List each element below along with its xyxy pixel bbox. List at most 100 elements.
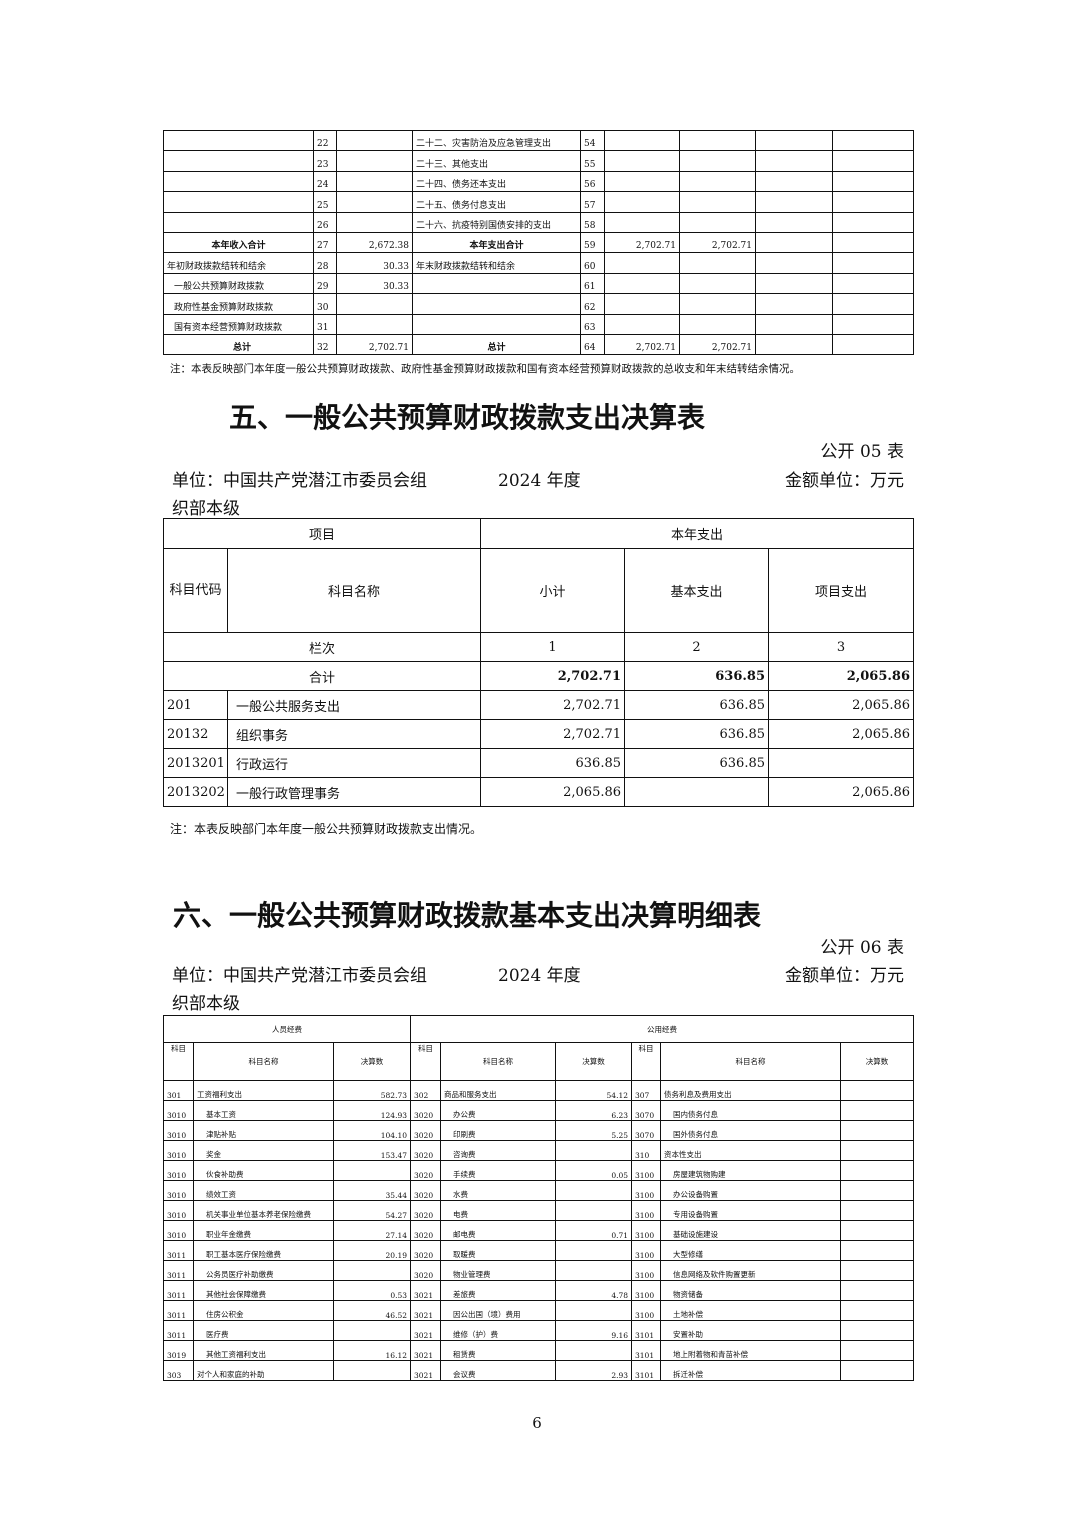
subject-name: 一般行政管理事务 — [226, 777, 482, 807]
header-personnel: 人员经费 — [162, 1015, 412, 1043]
subject-name: 物资储备 — [660, 1280, 842, 1301]
subject-code: 3021 — [410, 1300, 442, 1321]
table-cell — [336, 293, 413, 315]
amount — [332, 1360, 412, 1381]
subject-code: 2013201 — [163, 748, 228, 778]
table-cell — [604, 211, 680, 233]
subject-name: 国外债务付息 — [660, 1120, 842, 1141]
subject-name: 办公费 — [440, 1100, 557, 1121]
subject-name: 资本性支出 — [660, 1140, 842, 1161]
subject-name: 其他工资福利支出 — [193, 1340, 334, 1361]
subject-code: 3010 — [163, 1180, 194, 1201]
amount: 2,702.71 — [480, 690, 626, 720]
subject-code: 302 — [410, 1080, 442, 1101]
subject-name: 行政运行 — [226, 748, 482, 778]
subject-name: 因公出国（境）费用 — [440, 1300, 557, 1321]
table-row: 3010 津贴补贴 104.10 3020 印刷费 5.25 3070 国外债务付息 — [163, 1120, 915, 1141]
table-cell — [336, 211, 413, 233]
subject-code: 3100 — [631, 1240, 662, 1261]
subject-name: 安置补助 — [660, 1320, 842, 1341]
table-row: 25 二十五、债务付息支出 57 — [163, 191, 914, 213]
subject-code: 3020 — [410, 1260, 442, 1281]
table-cell: 27 — [313, 231, 337, 254]
subject-code: 3020 — [410, 1240, 442, 1261]
table-row: 22 二十二、灾害防治及应急管理支出 54 — [163, 129, 914, 152]
table-cell: 62 — [580, 293, 605, 315]
amount: 16.12 — [332, 1340, 412, 1361]
subject-code: 3100 — [631, 1160, 662, 1181]
amount: 0.05 — [555, 1160, 633, 1181]
table6-unit: 单位：中国共产党潜江市委员会组 — [172, 966, 427, 986]
table-cell — [755, 272, 833, 295]
table-cell: 二十四、债务还本支出 — [412, 170, 581, 193]
total-value: 636.85 — [624, 661, 770, 691]
subject-name: 工资福利支出 — [193, 1080, 334, 1101]
subject-name: 办公设备购置 — [660, 1180, 842, 1201]
table5-year: 2024 年度 — [498, 471, 581, 491]
table-cell — [412, 313, 581, 335]
table-cell — [755, 313, 833, 335]
table6-unit-cont: 织部本级 — [172, 994, 240, 1014]
col-num: 3 — [768, 632, 915, 662]
table-cell — [755, 252, 833, 274]
amount: 27.14 — [332, 1220, 412, 1241]
subject-code: 3010 — [163, 1220, 194, 1241]
amount — [555, 1260, 633, 1281]
subject-code: 3011 — [163, 1280, 194, 1301]
subject-name: 奖金 — [193, 1140, 334, 1161]
table6-money-unit: 金额单位：万元 — [785, 966, 904, 986]
table-cell: 60 — [580, 252, 605, 274]
subject-name: 电费 — [440, 1200, 557, 1221]
table-cell — [755, 191, 833, 213]
column-header: 科目 — [631, 1042, 662, 1081]
column-header: 决算数 — [332, 1042, 412, 1081]
subject-code: 201 — [163, 690, 228, 720]
table-cell — [679, 129, 756, 152]
table-cell: 23 — [313, 150, 337, 172]
amount: 124.93 — [332, 1100, 412, 1121]
table-cell: 30.33 — [336, 272, 413, 295]
col-num: 2 — [624, 632, 770, 662]
table-cell — [336, 129, 413, 152]
header-project: 项目支出 — [768, 548, 915, 633]
subject-name: 国内债务付息 — [660, 1100, 842, 1121]
table-cell — [336, 170, 413, 193]
table-row: 3011 其他社会保障缴费 0.53 3021 差旅费 4.78 3100 物资储备 — [163, 1280, 915, 1301]
column-header: 科目名称 — [660, 1042, 842, 1081]
table-row: 2013201 行政运行 636.85 636.85 — [163, 748, 915, 778]
subject-code: 3070 — [631, 1100, 662, 1121]
table-cell — [679, 170, 756, 193]
amount — [332, 1160, 412, 1181]
amount — [332, 1260, 412, 1281]
header-basic: 基本支出 — [624, 548, 770, 633]
amount: 636.85 — [480, 748, 626, 778]
table-row: 国有资本经营预算财政拨款 31 63 — [163, 313, 914, 335]
table-row: 3011 公务员医疗补助缴费 3020 物业管理费 3100 信息网络及软件购置更新 — [163, 1260, 915, 1281]
table-cell: 2,702.71 — [679, 231, 756, 254]
amount: 104.10 — [332, 1120, 412, 1141]
table-cell — [832, 191, 914, 213]
table-cell: 58 — [580, 211, 605, 233]
table-cell — [336, 191, 413, 213]
table-cell: 64 — [580, 333, 605, 356]
subject-name: 专用设备购置 — [660, 1200, 842, 1221]
subject-code: 3101 — [631, 1320, 662, 1341]
table-cell: 一般公共预算财政拨款 — [163, 272, 314, 295]
amount — [840, 1200, 915, 1221]
amount: 4.78 — [555, 1280, 633, 1301]
column-header: 科目 — [410, 1042, 442, 1081]
subject-code: 3020 — [410, 1160, 442, 1181]
subject-code: 3020 — [410, 1140, 442, 1161]
table-cell — [832, 313, 914, 335]
subject-name: 债务利息及费用支出 — [660, 1080, 842, 1101]
table-cell: 61 — [580, 272, 605, 295]
subject-code: 3070 — [631, 1120, 662, 1141]
subject-code: 3019 — [163, 1340, 194, 1361]
subject-code: 310 — [631, 1140, 662, 1161]
amount — [768, 748, 915, 778]
amount — [555, 1240, 633, 1261]
table-cell — [163, 170, 314, 193]
table6-title: 六、一般公共预算财政拨款基本支出决算明细表 — [172, 899, 761, 932]
table-cell — [679, 293, 756, 315]
total-label: 合计 — [162, 661, 482, 691]
